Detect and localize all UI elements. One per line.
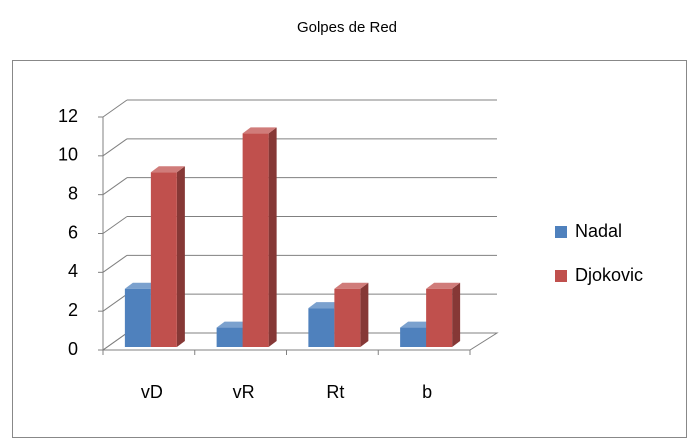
bar: [334, 288, 361, 347]
bar-top: [334, 282, 369, 289]
grid-line: [102, 254, 128, 273]
x-tick-label: vD: [141, 382, 163, 402]
bar: [400, 327, 427, 347]
bar-top: [124, 282, 159, 289]
bar: [308, 308, 335, 347]
grid-line: [102, 99, 128, 118]
bar: [124, 288, 151, 347]
grid-line: [102, 293, 128, 312]
y-tick-label: 2: [68, 300, 78, 320]
chart-title: Golpes de Red: [297, 19, 397, 36]
y-tick-label: 4: [68, 261, 78, 281]
y-tick-label: 6: [68, 222, 78, 242]
bar-side: [268, 127, 277, 348]
grid-line: [102, 332, 128, 351]
bar-side: [176, 166, 185, 347]
bar: [242, 133, 269, 347]
bar-side: [452, 282, 461, 347]
bar-top: [242, 127, 277, 134]
legend-label: Djokovic: [575, 265, 643, 285]
grid-line: [102, 216, 128, 234]
bar-side: [360, 282, 369, 347]
x-tick-label: vR: [233, 382, 255, 402]
legend-label: Nadal: [575, 221, 622, 241]
bar: [426, 288, 453, 347]
bar-top: [216, 321, 251, 328]
legend-swatch: [555, 226, 567, 238]
grid-line: [102, 177, 128, 196]
y-tick-label: 8: [68, 183, 78, 203]
x-tick-label: Rt: [326, 382, 344, 402]
y-tick-label: 12: [58, 106, 78, 126]
bar: [150, 172, 177, 347]
y-tick-label: 0: [68, 339, 78, 359]
chart-border: [12, 60, 687, 438]
x-tick-label: b: [422, 382, 432, 402]
bar-top: [150, 166, 185, 173]
y-tick-label: 10: [58, 145, 78, 165]
bar-top: [400, 321, 435, 328]
bar-top: [308, 302, 343, 309]
bar-top: [426, 282, 461, 289]
bar: [216, 327, 243, 347]
legend-swatch: [555, 270, 567, 282]
grid-line: [102, 138, 128, 157]
